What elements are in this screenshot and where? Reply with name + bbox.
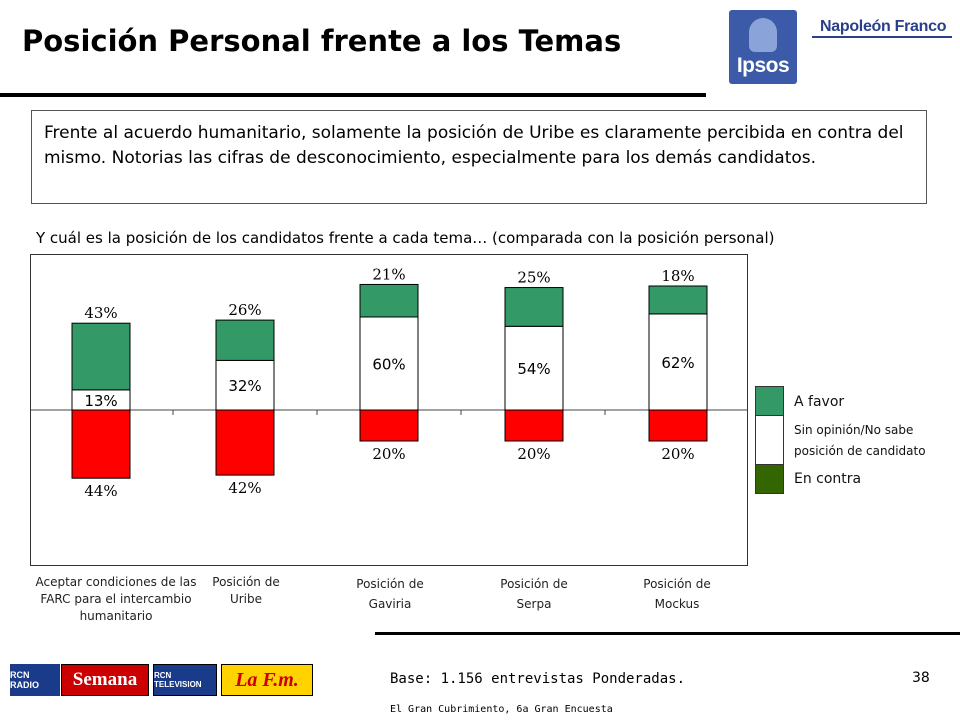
bar-favor-gaviria xyxy=(359,283,419,318)
la-fm-logo: La F.m. xyxy=(221,664,313,696)
bar-favor-uribe xyxy=(215,319,275,361)
summary-box: Frente al acuerdo humanitario, solamente… xyxy=(31,110,927,204)
label-contra-gaviria: 20% xyxy=(372,445,405,463)
category-label-uribe: Posición de Uribe xyxy=(212,575,280,606)
legend-label-favor: A favor xyxy=(794,394,845,410)
label-neutral-mockus: 62% xyxy=(661,354,694,372)
la-fm-logo-text: La F.m. xyxy=(235,668,299,691)
bar-contra-serpa xyxy=(504,409,564,442)
bar-favor-mockus xyxy=(648,285,708,315)
category-label-serpa: Posición de Serpa xyxy=(500,577,568,611)
legend-swatch-favor xyxy=(755,386,784,416)
page-title: Posición Personal frente a los Temas xyxy=(22,24,622,58)
semana-logo-text: Semana xyxy=(72,669,138,690)
legend-swatch-neutral xyxy=(755,415,784,465)
bar-neutral-serpa xyxy=(504,325,564,411)
label-contra-uribe: 42% xyxy=(228,479,261,497)
footer-rule xyxy=(375,632,960,635)
rcn-radio-logo-text: RCN RADIO xyxy=(10,670,39,690)
legend-label-contra: En contra xyxy=(794,471,862,487)
label-contra-mockus: 20% xyxy=(661,445,694,463)
bar-contra-uribe xyxy=(215,409,275,476)
label-contra-farc: 44% xyxy=(84,482,117,500)
semana-logo: Semana xyxy=(61,664,149,696)
bar-favor-serpa xyxy=(504,287,564,327)
label-favor-mockus: 18% xyxy=(661,267,694,285)
ipsos-logo-text: Ipsos xyxy=(736,54,790,77)
label-favor-gaviria: 21% xyxy=(372,265,405,283)
bar-favor-farc xyxy=(71,322,131,391)
label-neutral-serpa: 54% xyxy=(517,360,550,378)
rcn-television-logo: RCN TELEVISION xyxy=(153,664,217,696)
bar-contra-gaviria xyxy=(359,409,419,442)
category-label-farc: Aceptar condiciones de las FARC para el … xyxy=(35,575,197,623)
label-neutral-gaviria: 60% xyxy=(372,356,405,374)
napoleon-franco-logo: Napoleón Franco xyxy=(812,18,952,42)
label-favor-uribe: 26% xyxy=(228,301,261,319)
legend-swatch-contra xyxy=(755,464,784,494)
bar-neutral-gaviria xyxy=(359,316,419,411)
rcn-radio-logo: RCN RADIO xyxy=(10,664,60,696)
chart-subtitle: Y cuál es la posición de los candidatos … xyxy=(36,229,775,247)
title-underline xyxy=(0,93,706,97)
legend-label-neutral-1: Sin opinión/No sabe xyxy=(794,423,914,437)
label-neutral-farc: 13% xyxy=(84,392,117,410)
label-favor-farc: 43% xyxy=(84,304,117,322)
source-note: El Gran Cubrimiento, 6a Gran Encuesta xyxy=(390,704,613,715)
legend-label-neutral-2: posición de candidato xyxy=(794,444,926,458)
page-number: 38 xyxy=(912,670,930,686)
label-favor-serpa: 25% xyxy=(517,269,550,287)
ipsos-logo: Ipsos xyxy=(729,10,797,84)
base-note: Base: 1.156 entrevistas Ponderadas. xyxy=(390,671,686,687)
bar-contra-mockus xyxy=(648,409,708,442)
category-label-mockus: Posición de Mockus xyxy=(643,577,711,611)
napoleon-franco-logo-text: Napoleón Franco xyxy=(820,18,947,35)
rcn-television-logo-text: RCN TELEVISION xyxy=(154,671,202,689)
chart-frame xyxy=(30,254,748,566)
label-neutral-uribe: 32% xyxy=(228,377,261,395)
label-contra-serpa: 20% xyxy=(517,445,550,463)
ipsos-head-icon xyxy=(749,18,777,52)
napoleon-franco-underline xyxy=(812,36,952,38)
bar-contra-farc xyxy=(71,409,131,479)
category-label-gaviria: Posición de Gaviria xyxy=(356,577,424,611)
